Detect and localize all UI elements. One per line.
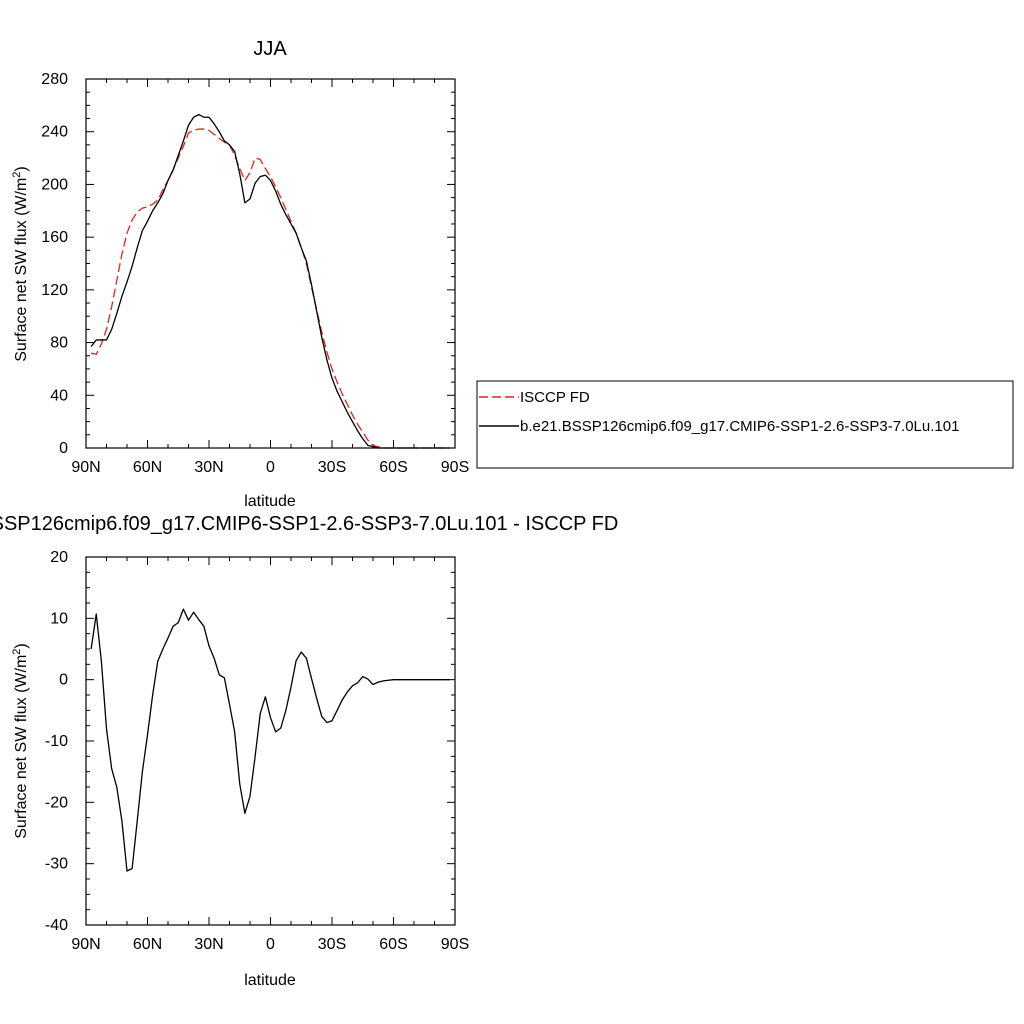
top-x-tick-label: 90N <box>71 459 100 476</box>
bottom-x-axis-label: latitude <box>244 972 296 989</box>
top-x-tick-label: 60S <box>379 459 407 476</box>
bottom-panel: b.e21.BSSP126cmip6.f09_g17.CMIP6-SSP1-2.… <box>0 513 618 989</box>
bottom-x-tick-label: 30N <box>194 936 223 953</box>
top-y-tick-label: 0 <box>59 440 68 457</box>
bottom-series-group <box>90 608 450 872</box>
top-x-tick-labels: 90N 60N 30N 0 30S 60S 90S <box>71 459 469 476</box>
bottom-x-tick-label: 90N <box>71 936 100 953</box>
top-y-axis-label: Surface net SW flux (W/m2) <box>11 166 30 362</box>
bottom-y-axis-label: Surface net SW flux (W/m2) <box>11 643 30 839</box>
legend-label-isccp: ISCCP FD <box>520 389 590 406</box>
legend-label-model: b.e21.BSSP126cmip6.f09_g17.CMIP6-SSP1-2.… <box>520 418 959 435</box>
bottom-series-line-0 <box>90 608 450 872</box>
top-y-tick-label: 240 <box>41 124 68 141</box>
bottom-y-tick-labels: -40 -30 -20 -10 0 10 20 <box>45 549 68 934</box>
legend-box <box>476 380 1014 469</box>
top-y-tick-labels: 0 40 80 120 160 200 240 280 <box>41 71 68 457</box>
top-series-line-1 <box>90 113 450 449</box>
top-x-tick-label: 60N <box>133 459 162 476</box>
bottom-tick-marks <box>85 556 456 926</box>
legend: ISCCP FD b.e21.BSSP126cmip6.f09_g17.CMIP… <box>476 380 1014 469</box>
bottom-y-tick-label: 0 <box>59 672 68 689</box>
bottom-x-tick-label: 60N <box>133 936 162 953</box>
bottom-x-tick-label: 60S <box>379 936 407 953</box>
bottom-y-tick-label: -10 <box>45 733 68 750</box>
bottom-x-tick-labels: 90N 60N 30N 0 30S 60S 90S <box>71 936 469 953</box>
top-x-tick-label: 30S <box>318 459 346 476</box>
top-y-tick-label: 200 <box>41 176 68 193</box>
bottom-y-tick-label: -30 <box>45 856 68 873</box>
top-y-tick-label: 80 <box>50 335 68 352</box>
top-panel: JJA 0 40 80 120 160 200 240 280 90N 60N 30N 0 30S 60… <box>11 38 469 510</box>
bottom-x-tick-label: 90S <box>441 936 469 953</box>
top-x-tick-label: 30N <box>194 459 223 476</box>
top-y-tick-label: 120 <box>41 282 68 299</box>
top-y-tick-label: 160 <box>41 229 68 246</box>
top-tick-marks <box>85 78 456 449</box>
top-series-line-0 <box>90 128 450 449</box>
top-x-tick-label: 90S <box>441 459 469 476</box>
top-y-tick-label: 280 <box>41 71 68 88</box>
top-y-tick-label: 40 <box>50 387 68 404</box>
top-chart-title: JJA <box>253 38 287 60</box>
bottom-x-tick-label: 0 <box>266 936 275 953</box>
top-x-axis-label: latitude <box>244 493 296 510</box>
bottom-y-tick-label: 10 <box>50 610 68 627</box>
top-series-group <box>90 113 450 449</box>
top-plot-frame <box>85 78 456 449</box>
bottom-y-tick-label: 20 <box>50 549 68 566</box>
top-x-tick-label: 0 <box>266 459 275 476</box>
bottom-x-tick-label: 30S <box>318 936 346 953</box>
bottom-y-tick-label: -20 <box>45 794 68 811</box>
bottom-y-tick-label: -40 <box>45 917 68 934</box>
bottom-chart-title: b.e21.BSSP126cmip6.f09_g17.CMIP6-SSP1-2.… <box>0 513 618 535</box>
bottom-plot-frame <box>85 556 456 926</box>
